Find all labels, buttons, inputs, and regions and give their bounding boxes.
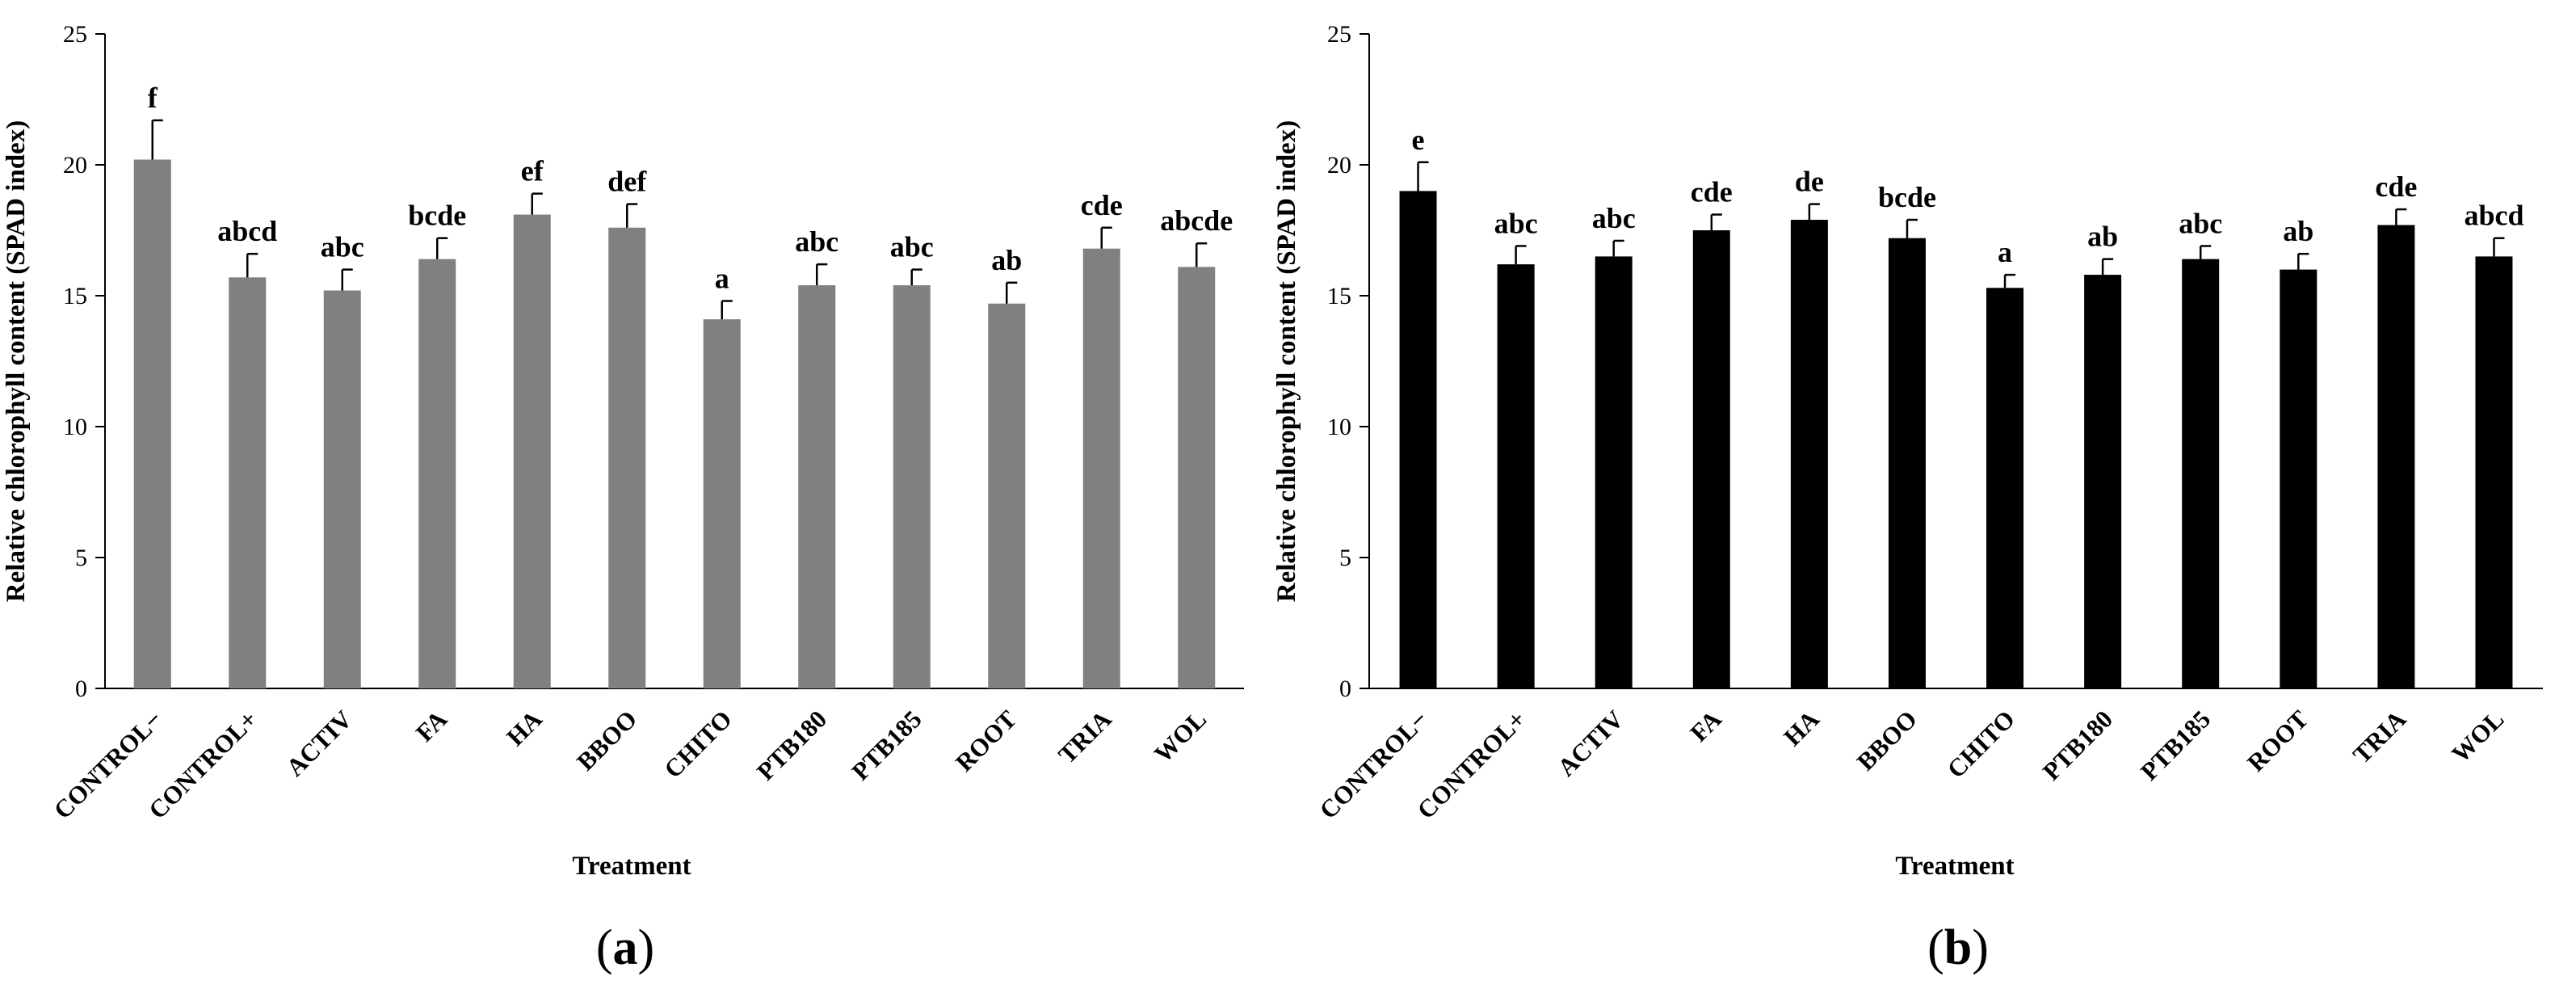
- y-tick-label: 0: [1339, 675, 1351, 702]
- y-tick-label: 25: [63, 21, 87, 48]
- category-label: FA: [1684, 705, 1727, 747]
- significance-label: a: [715, 262, 729, 294]
- bar: [229, 277, 267, 688]
- panel-label-paren-open: (: [1927, 920, 1944, 975]
- category-label: HA: [1778, 705, 1825, 751]
- category-label: PTB180: [2037, 705, 2118, 785]
- bar: [1082, 248, 1120, 688]
- significance-label: bcde: [408, 200, 466, 232]
- category-label: WOL: [2446, 705, 2509, 768]
- significance-label: abc: [321, 231, 364, 263]
- significance-label: f: [148, 82, 158, 114]
- bar: [1888, 238, 1926, 689]
- bar: [988, 303, 1026, 688]
- y-tick-label: 20: [1327, 152, 1351, 179]
- panel-b-chart: 0510152025eCONTROL−abcCONTROL+abcACTIVcd…: [1272, 21, 2543, 975]
- y-tick-label: 5: [75, 545, 87, 571]
- bar: [2377, 225, 2415, 688]
- bar: [1497, 264, 1535, 688]
- category-label: FA: [410, 705, 453, 747]
- significance-label: abc: [795, 225, 838, 258]
- category-label: CHITO: [1942, 705, 2020, 783]
- bar: [1790, 220, 1828, 688]
- significance-label: ef: [521, 155, 544, 187]
- bar: [1986, 288, 2024, 688]
- significance-label: a: [1998, 236, 2012, 268]
- x-axis-title: Treatment: [572, 852, 691, 881]
- bar: [608, 227, 646, 688]
- panel-label-paren-close: ): [1972, 920, 1989, 975]
- bar: [703, 319, 741, 688]
- significance-label: ab: [2283, 215, 2313, 247]
- category-label: ACTIV: [1552, 705, 1629, 782]
- significance-label: ab: [2087, 221, 2118, 253]
- bar: [2084, 275, 2122, 688]
- panel-label: (b): [1927, 920, 1989, 975]
- x-axis-title: Treatment: [1895, 852, 2014, 881]
- y-tick-label: 10: [1327, 414, 1351, 440]
- significance-label: abc: [1494, 207, 1538, 239]
- significance-label: de: [1795, 166, 1824, 198]
- significance-label: abc: [890, 231, 934, 263]
- significance-label: def: [607, 166, 647, 198]
- category-label: ACTIV: [280, 705, 358, 782]
- bar: [2280, 269, 2318, 689]
- category-label: BBOO: [1851, 705, 1923, 776]
- category-label: PTB180: [751, 705, 832, 785]
- bar: [1399, 191, 1437, 688]
- category-label: HA: [501, 705, 548, 751]
- category-label: PTB185: [846, 705, 927, 785]
- significance-label: abc: [2179, 207, 2222, 239]
- category-label: BBOO: [571, 705, 642, 776]
- panel-label-letter: b: [1944, 920, 1972, 975]
- category-label: ROOT: [950, 705, 1023, 777]
- y-tick-label: 10: [63, 414, 87, 440]
- panel-a-chart: 0510152025fCONTROL−abcdCONTROL+abcACTIVb…: [2, 21, 1244, 975]
- category-label: CHITO: [658, 705, 737, 783]
- panel-label-letter: a: [613, 920, 638, 975]
- y-tick-label: 15: [1327, 283, 1351, 309]
- significance-label: ab: [991, 244, 1022, 276]
- category-label: TRIA: [2347, 705, 2412, 769]
- y-axis-title: Relative chlorophyll content (SPAD index…: [1272, 120, 1301, 602]
- bar: [893, 285, 931, 688]
- bar: [1692, 230, 1730, 688]
- significance-label: cde: [1691, 176, 1733, 208]
- y-tick-label: 25: [1327, 21, 1351, 48]
- panel-label: (a): [596, 920, 654, 975]
- y-tick-label: 15: [63, 283, 87, 309]
- bar: [133, 159, 171, 688]
- y-tick-label: 0: [75, 675, 87, 702]
- significance-label: cde: [2375, 170, 2417, 203]
- significance-label: cde: [1081, 189, 1123, 221]
- y-axis-title: Relative chlorophyll content (SPAD index…: [2, 120, 31, 602]
- bar: [323, 290, 361, 688]
- bar: [513, 214, 551, 688]
- panel-label-paren-close: ): [638, 920, 655, 975]
- significance-label: abcde: [1160, 204, 1233, 237]
- bar: [2182, 259, 2220, 688]
- significance-label: e: [1412, 124, 1425, 156]
- y-tick-label: 5: [1339, 545, 1351, 571]
- significance-label: abc: [1592, 202, 1636, 234]
- category-label: ROOT: [2242, 705, 2314, 777]
- bar: [1595, 256, 1633, 688]
- category-label: TRIA: [1053, 705, 1117, 769]
- significance-label: abcd: [2464, 200, 2523, 232]
- panel-label-paren-open: (: [596, 920, 613, 975]
- bar: [2475, 256, 2513, 688]
- bar: [418, 259, 456, 688]
- category-label: WOL: [1149, 705, 1212, 768]
- category-label: PTB185: [2135, 705, 2216, 785]
- significance-label: abcd: [217, 215, 277, 247]
- y-tick-label: 20: [63, 152, 87, 179]
- significance-label: bcde: [1878, 181, 1936, 213]
- bar: [1178, 267, 1216, 688]
- bar: [798, 285, 836, 688]
